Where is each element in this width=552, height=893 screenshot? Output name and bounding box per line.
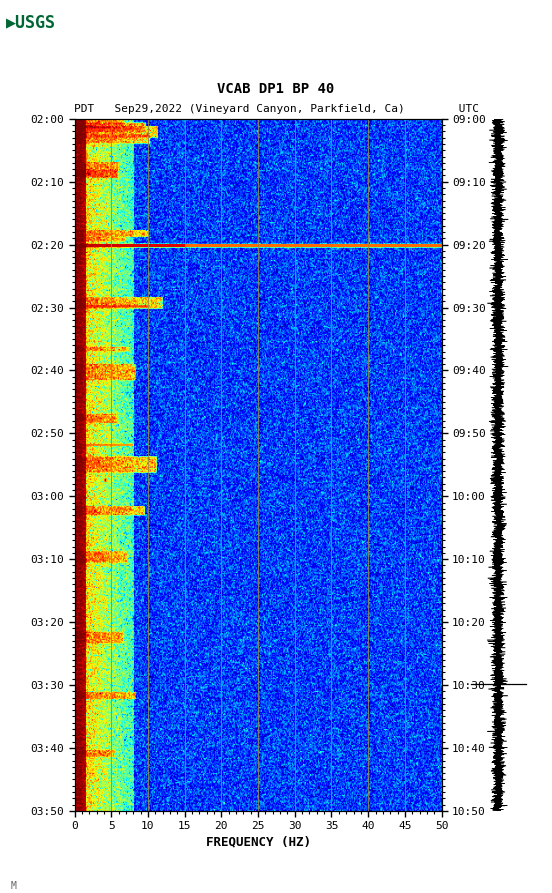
Text: M: M bbox=[11, 880, 17, 890]
Text: PDT   Sep29,2022 (Vineyard Canyon, Parkfield, Ca)        UTC: PDT Sep29,2022 (Vineyard Canyon, Parkfie… bbox=[73, 104, 479, 114]
Text: ▶USGS: ▶USGS bbox=[6, 13, 56, 31]
Text: VCAB DP1 BP 40: VCAB DP1 BP 40 bbox=[217, 82, 335, 96]
X-axis label: FREQUENCY (HZ): FREQUENCY (HZ) bbox=[205, 836, 311, 848]
